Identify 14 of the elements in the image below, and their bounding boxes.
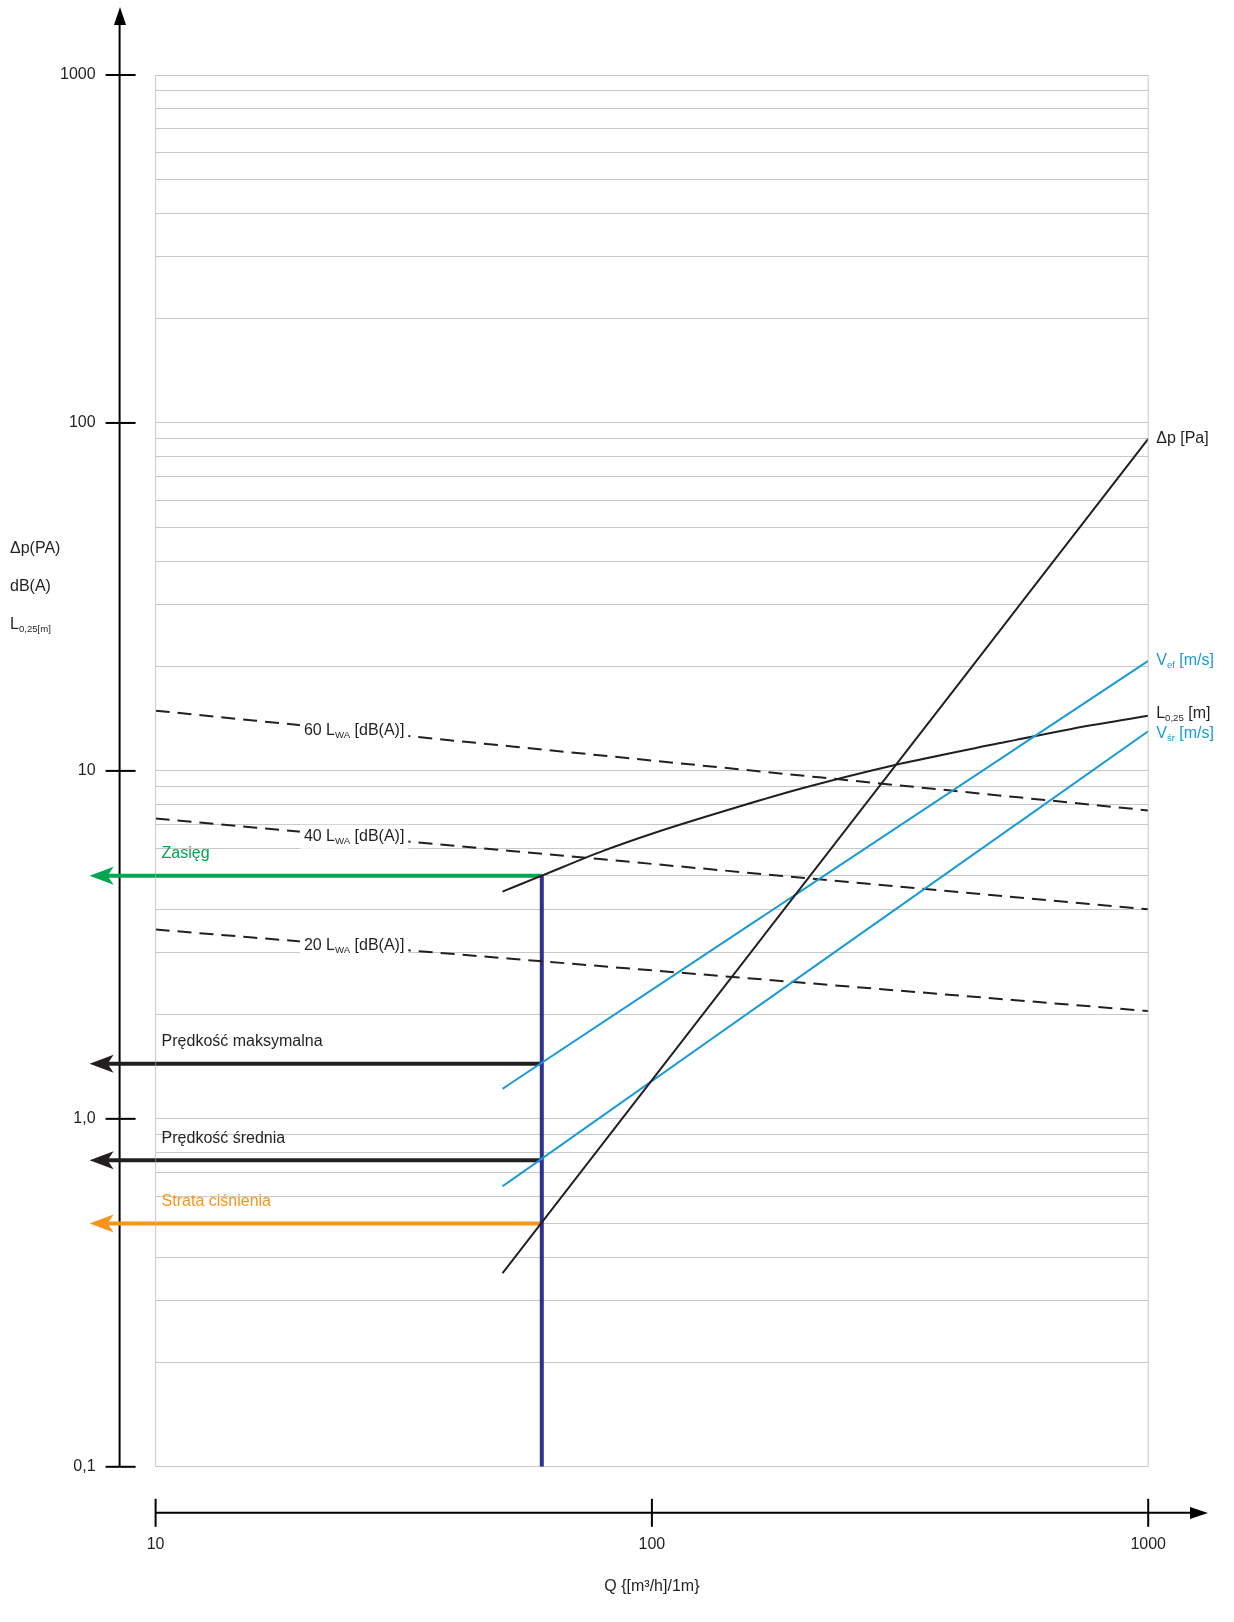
- series-label: Prędkość średnia: [161, 1128, 286, 1146]
- y-tick-label: 0,1: [73, 1457, 96, 1475]
- series-label: Δp [Pa]: [1156, 429, 1209, 447]
- x-tick-label: 1000: [1130, 1534, 1167, 1552]
- series-label: Strata ciśnienia: [161, 1192, 272, 1209]
- series-label: Zasięg: [161, 844, 210, 862]
- series-label: Prędkość maksymalna: [161, 1032, 323, 1050]
- x-tick-label: 10: [146, 1534, 165, 1552]
- x-axis-title: Q {[m³/h]/1m}: [604, 1577, 701, 1595]
- y-tick-label: 10: [77, 761, 96, 779]
- y-tick-label: 100: [68, 413, 96, 431]
- y-tick-label: 1,0: [73, 1109, 96, 1127]
- x-tick-label: 100: [638, 1534, 666, 1552]
- y-tick-label: 1000: [60, 65, 96, 83]
